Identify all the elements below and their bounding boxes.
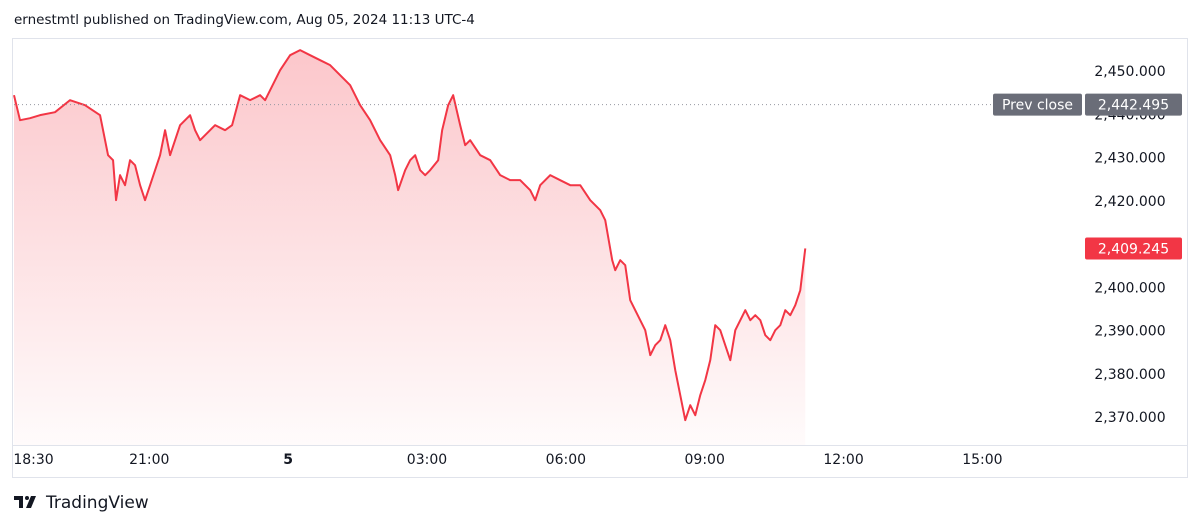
y-tick-label: 2,370.000 (1094, 410, 1165, 426)
y-tick-label: 2,420.000 (1094, 194, 1165, 210)
x-tick-label: 09:00 (685, 452, 725, 468)
prev-close-label: 2,442.495 (1098, 98, 1169, 114)
y-tick-label: 2,450.000 (1094, 64, 1165, 80)
x-tick-label: 03:00 (407, 452, 447, 468)
y-tick-label: 2,400.000 (1094, 280, 1165, 296)
footer-brand: TradingView (45, 493, 149, 513)
header: ernestmtl published on TradingView.com, … (14, 12, 475, 28)
chart-frame (12, 38, 1188, 478)
y-tick-label: 2,380.000 (1094, 367, 1165, 383)
x-tick-label: 21:00 (129, 452, 169, 468)
y-tick-label: 2,390.000 (1094, 324, 1165, 340)
x-tick-label: 18:30 (13, 452, 53, 468)
last-price-label: 2,409.245 (1098, 241, 1169, 257)
x-tick-label: 12:00 (823, 452, 863, 468)
price-line (13, 49, 807, 422)
prev-close-tag (993, 93, 1082, 116)
y-tick-label: 2,430.000 (1094, 151, 1165, 167)
prev-close-name: Prev close (1002, 98, 1073, 114)
logo (14, 496, 36, 508)
prev-close-badge (1085, 93, 1182, 116)
x-tick-label: 5 (283, 452, 293, 468)
x-tick-label: 15:00 (962, 452, 1002, 468)
x-tick-label: 06:00 (546, 452, 586, 468)
area-fill (14, 50, 806, 446)
last-price-badge (1085, 237, 1182, 260)
